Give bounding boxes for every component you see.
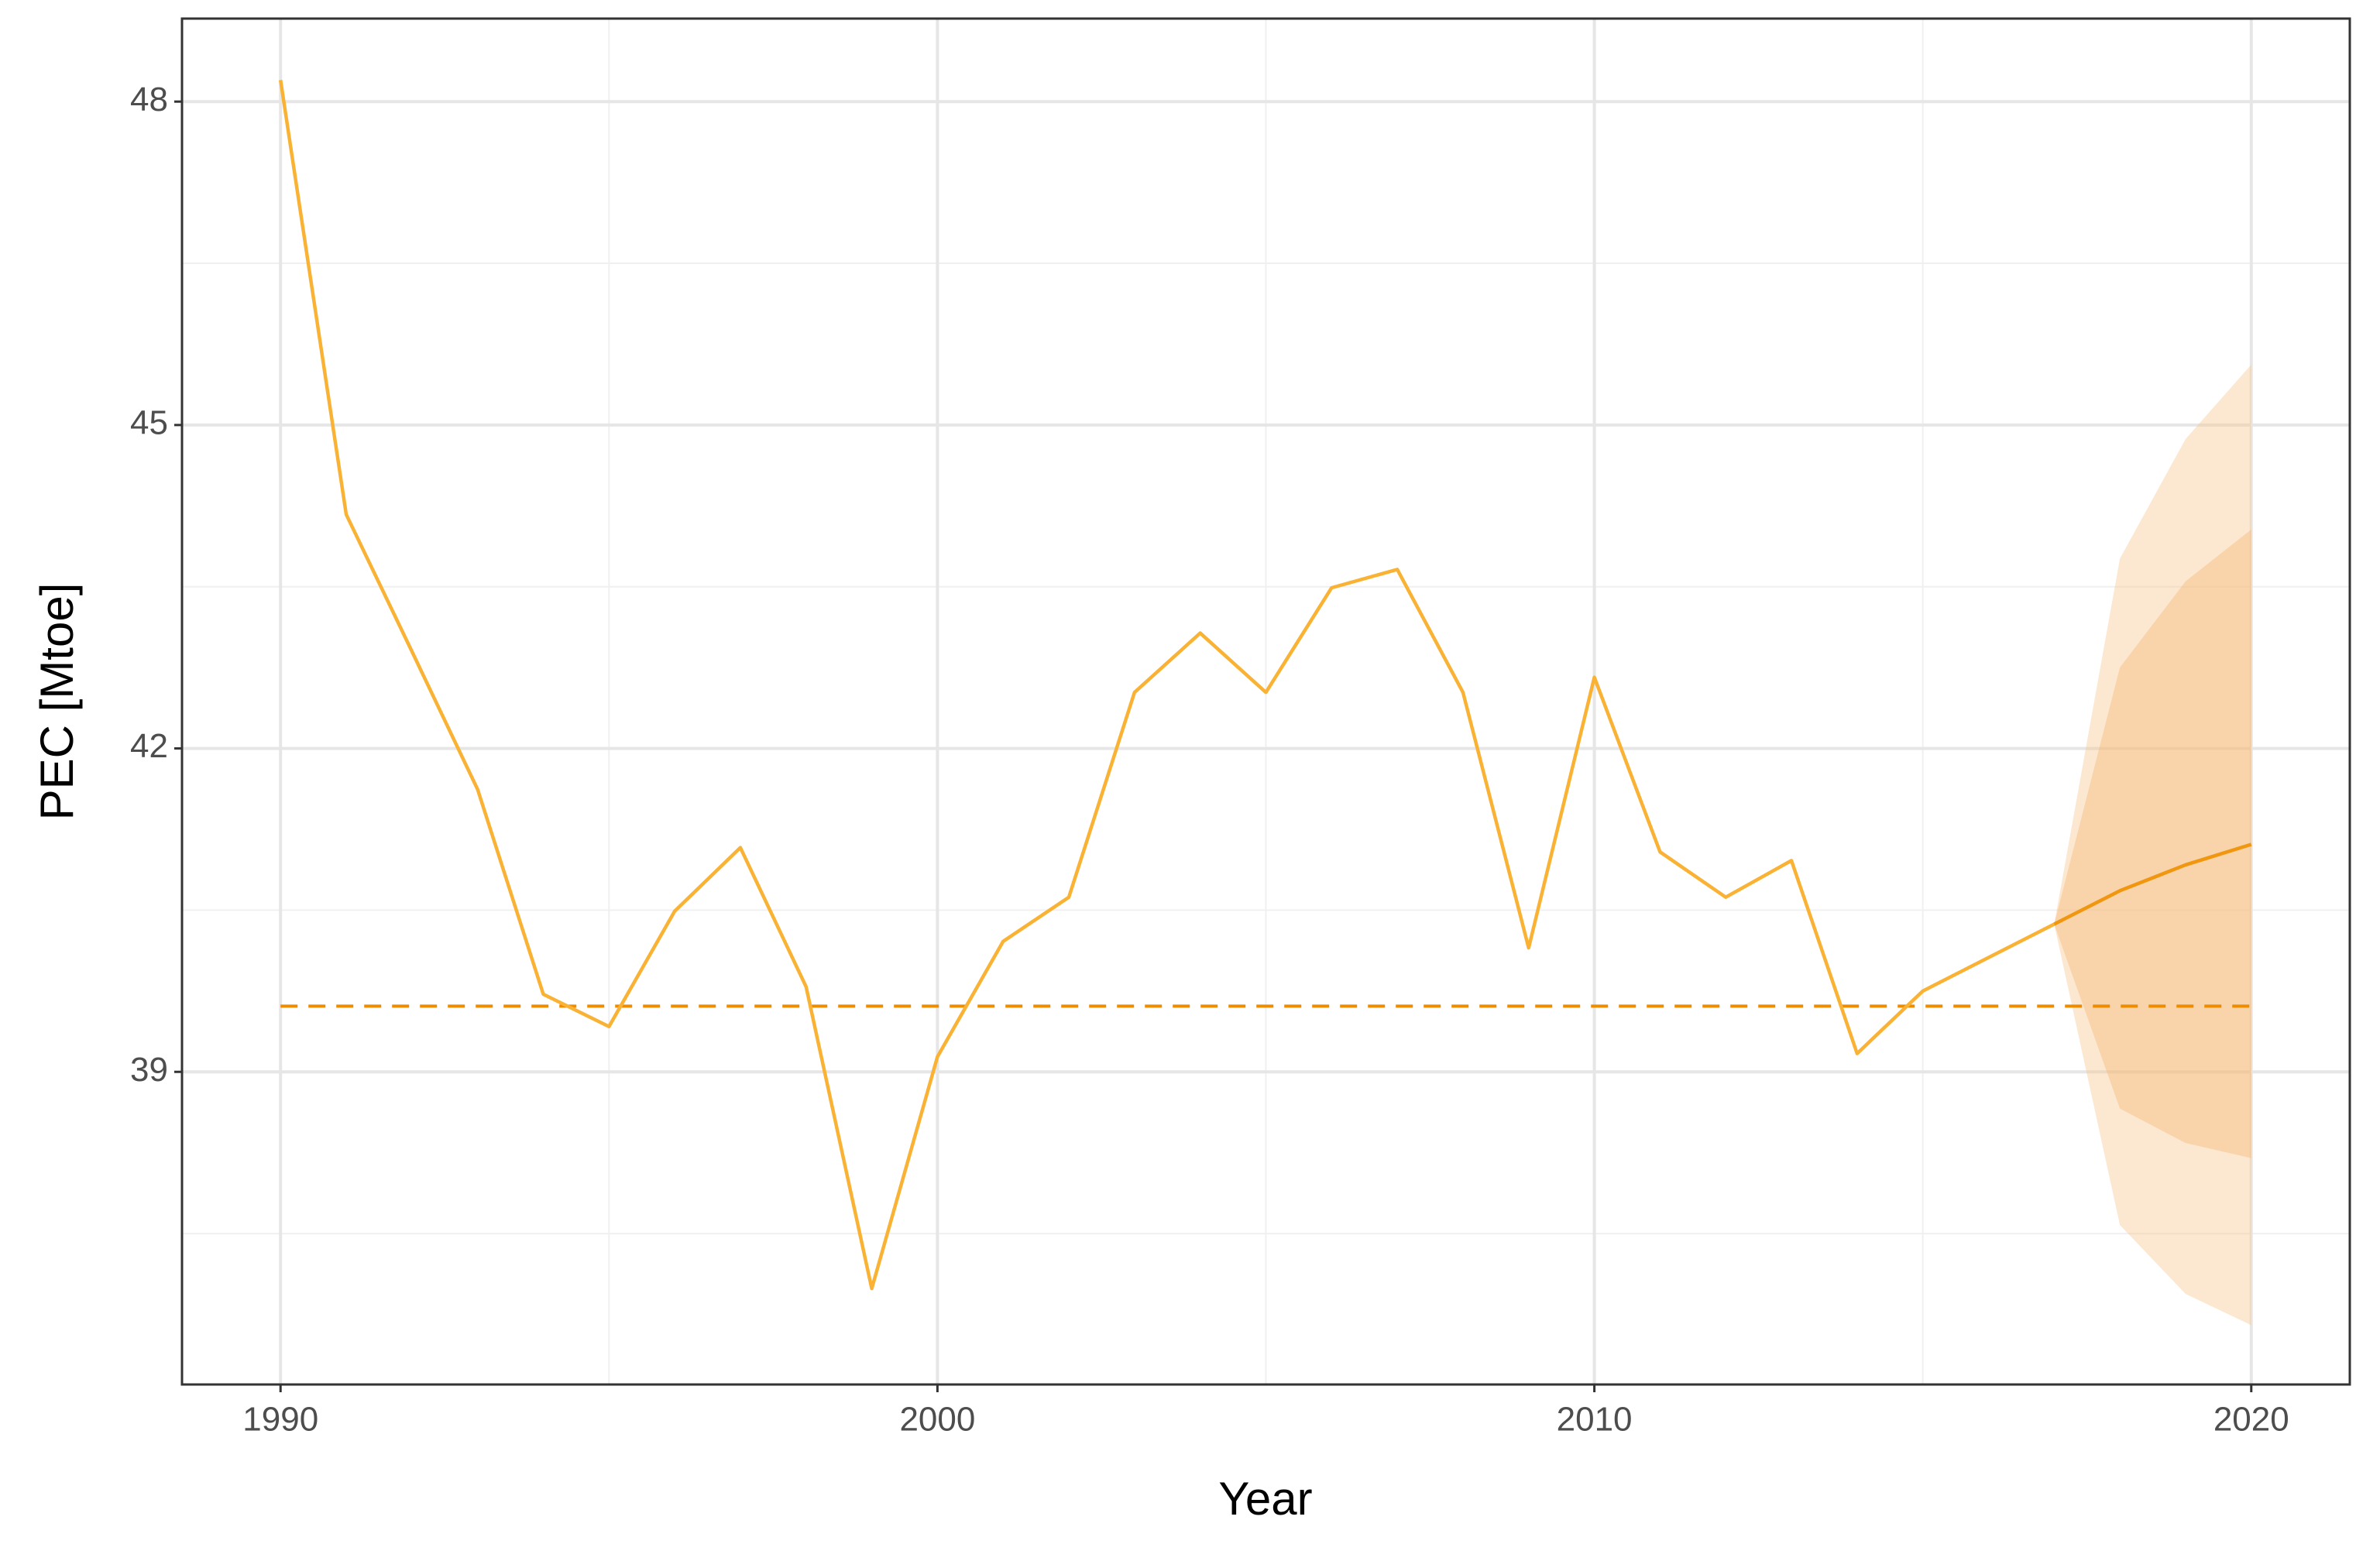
y-tick-label: 39 xyxy=(130,1051,168,1089)
x-tick-label: 1990 xyxy=(242,1401,318,1439)
x-axis-title: Year xyxy=(1218,1473,1312,1525)
forecast-band xyxy=(2054,364,2251,1326)
x-tick-label: 2000 xyxy=(899,1401,975,1439)
y-tick-label: 45 xyxy=(130,404,168,442)
panel-border xyxy=(180,17,2351,1386)
line-series xyxy=(2053,842,2252,926)
x-tick-label: 2010 xyxy=(1557,1401,1633,1439)
x-tick-label: 2020 xyxy=(2213,1401,2289,1439)
y-tick-label: 48 xyxy=(130,81,168,118)
forecast-band xyxy=(2054,529,2251,1158)
line-series xyxy=(279,80,2055,1291)
y-axis-title: PEC [Mtoe] xyxy=(31,583,83,821)
y-tick-label: 42 xyxy=(130,727,168,765)
